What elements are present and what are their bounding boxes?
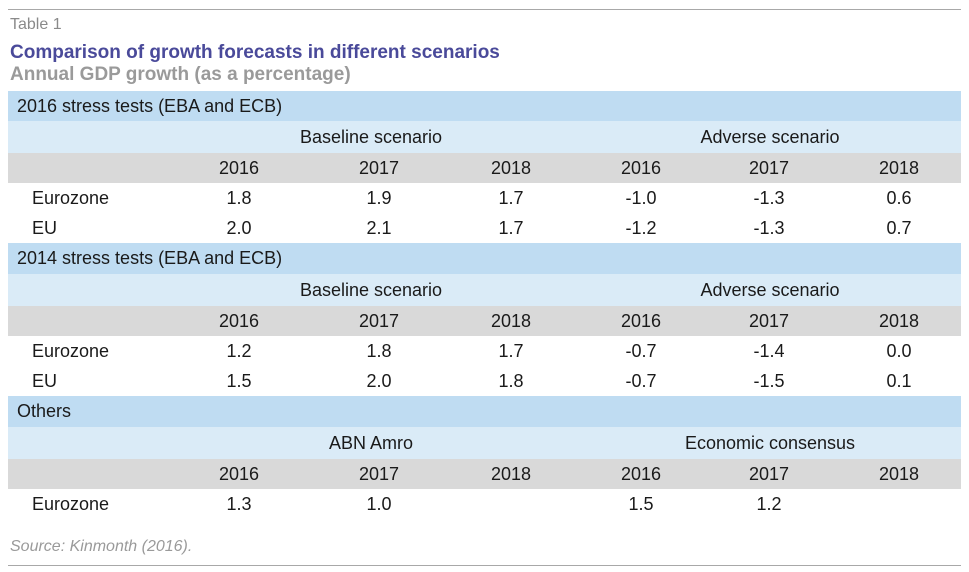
table-row: Eurozone 1.8 1.9 1.7 -1.0 -1.3 0.6: [8, 183, 961, 213]
table-cell: -0.7: [625, 340, 657, 361]
top-rule: [8, 9, 961, 10]
section-title: Others: [17, 401, 72, 421]
year-header: 2018: [490, 463, 532, 484]
table-cell: 2.0: [366, 370, 392, 391]
table-title: Comparison of growth forecasts in differ…: [10, 42, 500, 63]
year-header: 2017: [748, 157, 790, 178]
scenario-left-label: Baseline scenario: [299, 279, 443, 300]
table-cell: 1.9: [366, 187, 392, 208]
table-cell: [461, 489, 561, 519]
table-cell: -1.0: [625, 187, 657, 208]
table-cell: 1.7: [498, 340, 524, 361]
row-name: EU: [32, 370, 58, 391]
year-header-row: 2016 2017 2018 2016 2017 2018: [8, 306, 961, 336]
table-row: Eurozone 1.3 1.0 1.5 1.2: [8, 489, 961, 519]
table-cell: 1.8: [226, 187, 252, 208]
table-cell: -1.4: [753, 340, 785, 361]
table-cell: 1.7: [498, 187, 524, 208]
source-note: Source: Kinmonth (2016).: [10, 538, 193, 555]
table-cell: -1.2: [625, 217, 657, 238]
table-cell: 1.8: [498, 370, 524, 391]
table-cell: -0.7: [625, 370, 657, 391]
year-header-row: 2016 2017 2018 2016 2017 2018: [8, 153, 961, 183]
table-cell: 1.0: [366, 493, 392, 514]
scenario-right-label: Adverse scenario: [700, 126, 840, 147]
year-header: 2018: [490, 157, 532, 178]
table-cell: -1.5: [753, 370, 785, 391]
scenario-right-label: Adverse scenario: [700, 279, 840, 300]
scenario-left-label: Baseline scenario: [299, 126, 443, 147]
section-title: 2014 stress tests (EBA and ECB): [17, 248, 283, 268]
table-row: EU 2.0 2.1 1.7 -1.2 -1.3 0.7: [8, 213, 961, 243]
table-row: EU 1.5 2.0 1.8 -0.7 -1.5 0.1: [8, 366, 961, 396]
scenario-header-row: Baseline scenario Adverse scenario: [8, 121, 961, 153]
scenario-right-label: Economic consensus: [684, 432, 856, 453]
table-cell: [849, 489, 949, 519]
scenario-header-row: Baseline scenario Adverse scenario: [8, 274, 961, 306]
year-header-row: 2016 2017 2018 2016 2017 2018: [8, 459, 961, 489]
table-row: Eurozone 1.2 1.8 1.7 -0.7 -1.4 0.0: [8, 336, 961, 366]
year-header: 2017: [358, 310, 400, 331]
scenario-left-label: ABN Amro: [328, 432, 414, 453]
year-header: 2016: [218, 157, 260, 178]
table-cell: 1.7: [498, 217, 524, 238]
table-cell: 0.7: [886, 217, 912, 238]
table-cell: 1.2: [756, 493, 782, 514]
table-cell: 2.1: [366, 217, 392, 238]
row-name: EU: [32, 217, 58, 238]
section-header: Others: [8, 396, 961, 427]
table-subtitle: Annual GDP growth (as a percentage): [10, 64, 351, 85]
table-cell: 0.1: [886, 370, 912, 391]
bottom-rule: [8, 565, 961, 566]
row-name: Eurozone: [32, 187, 110, 208]
year-header: 2018: [878, 310, 920, 331]
table-cell: 1.5: [628, 493, 654, 514]
table-cell: -1.3: [753, 187, 785, 208]
table-cell: 2.0: [226, 217, 252, 238]
year-header: 2017: [748, 310, 790, 331]
table-cell: 1.3: [226, 493, 252, 514]
year-header: 2018: [490, 310, 532, 331]
year-header: 2016: [620, 157, 662, 178]
forecast-table: 2016 stress tests (EBA and ECB) Baseline…: [8, 91, 961, 519]
section-header: 2014 stress tests (EBA and ECB): [8, 243, 961, 274]
year-header: 2016: [218, 310, 260, 331]
section-title: 2016 stress tests (EBA and ECB): [17, 95, 283, 116]
table-label: Table 1: [10, 16, 62, 33]
row-name: Eurozone: [32, 493, 110, 514]
year-header: 2018: [878, 157, 920, 178]
table-cell: 1.2: [226, 340, 252, 361]
row-name: Eurozone: [32, 340, 110, 361]
year-header: 2017: [358, 157, 400, 178]
section-header: 2016 stress tests (EBA and ECB): [8, 91, 961, 121]
year-header: 2017: [748, 463, 790, 484]
scenario-header-row: ABN Amro Economic consensus: [8, 427, 961, 459]
table-cell: 1.8: [366, 340, 392, 361]
table-cell: 0.6: [886, 187, 912, 208]
year-header: 2016: [620, 310, 662, 331]
year-header: 2016: [620, 463, 662, 484]
year-header: 2016: [218, 463, 260, 484]
year-header: 2018: [878, 463, 920, 484]
year-header: 2017: [358, 463, 400, 484]
table-cell: 1.5: [226, 370, 252, 391]
table-cell: -1.3: [753, 217, 785, 238]
table-cell: 0.0: [886, 340, 912, 361]
